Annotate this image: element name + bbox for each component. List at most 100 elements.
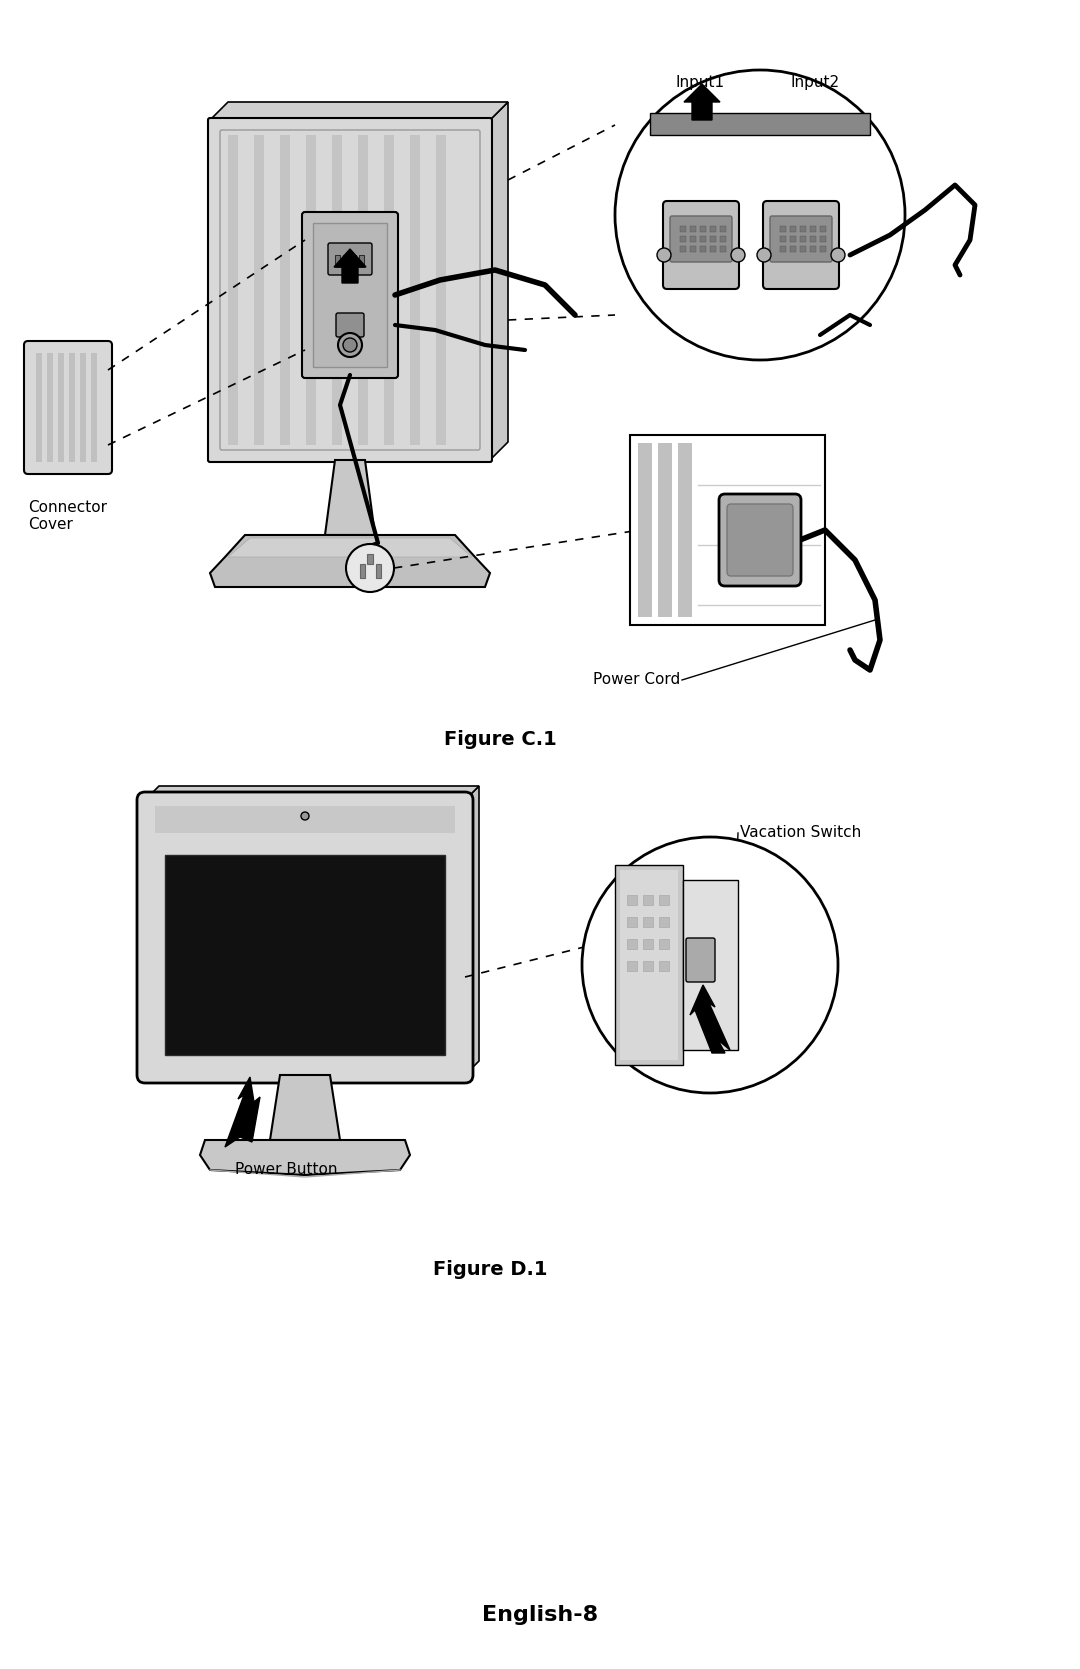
FancyBboxPatch shape xyxy=(208,118,492,462)
Bar xyxy=(306,135,316,446)
Bar xyxy=(643,895,653,905)
Bar xyxy=(630,436,825,624)
Bar xyxy=(80,354,86,462)
Bar xyxy=(680,245,686,252)
Text: Figure D.1: Figure D.1 xyxy=(433,1260,548,1278)
Bar xyxy=(789,235,796,242)
Text: Power Cord: Power Cord xyxy=(593,673,680,688)
Bar xyxy=(720,245,726,252)
Bar xyxy=(700,245,706,252)
FancyBboxPatch shape xyxy=(24,340,112,474)
Bar xyxy=(710,245,716,252)
Text: English-8: English-8 xyxy=(482,1606,598,1626)
Bar xyxy=(620,870,678,1060)
Bar xyxy=(820,245,826,252)
Polygon shape xyxy=(325,461,375,536)
Polygon shape xyxy=(270,1075,340,1140)
Circle shape xyxy=(582,836,838,1093)
Bar xyxy=(91,354,97,462)
Bar xyxy=(820,235,826,242)
Bar xyxy=(332,135,342,446)
Bar xyxy=(359,255,364,267)
Bar xyxy=(627,895,637,905)
Polygon shape xyxy=(690,985,730,1053)
Polygon shape xyxy=(225,1077,260,1147)
Bar xyxy=(680,225,686,232)
Bar xyxy=(700,235,706,242)
Bar xyxy=(780,235,786,242)
FancyBboxPatch shape xyxy=(686,938,715,981)
Polygon shape xyxy=(210,536,490,587)
FancyBboxPatch shape xyxy=(770,215,832,262)
Text: Vacation Switch: Vacation Switch xyxy=(740,824,861,840)
FancyBboxPatch shape xyxy=(137,793,473,1083)
Polygon shape xyxy=(465,786,480,1075)
Bar xyxy=(627,940,637,950)
Text: Connector
Cover: Connector Cover xyxy=(28,501,107,532)
Bar xyxy=(357,135,368,446)
Circle shape xyxy=(301,813,309,819)
Circle shape xyxy=(657,249,671,262)
Bar xyxy=(683,880,738,1050)
FancyBboxPatch shape xyxy=(727,504,793,576)
Bar xyxy=(410,135,420,446)
Bar xyxy=(789,225,796,232)
Bar xyxy=(690,245,696,252)
Bar xyxy=(650,113,870,135)
Text: Input2: Input2 xyxy=(791,75,839,90)
Polygon shape xyxy=(334,249,366,284)
FancyBboxPatch shape xyxy=(328,244,372,275)
Polygon shape xyxy=(684,83,720,120)
Bar xyxy=(820,225,826,232)
Polygon shape xyxy=(145,786,480,799)
Circle shape xyxy=(338,334,362,357)
Bar xyxy=(800,235,806,242)
Bar xyxy=(280,135,291,446)
Bar xyxy=(680,235,686,242)
Bar xyxy=(810,245,816,252)
Bar xyxy=(351,255,356,267)
Bar xyxy=(367,554,373,564)
Bar xyxy=(789,245,796,252)
Bar xyxy=(659,916,669,926)
Bar xyxy=(810,235,816,242)
Bar xyxy=(800,225,806,232)
Bar xyxy=(800,245,806,252)
Polygon shape xyxy=(228,537,472,557)
Bar xyxy=(690,235,696,242)
Polygon shape xyxy=(490,102,508,461)
Circle shape xyxy=(831,249,845,262)
Bar xyxy=(48,354,53,462)
Bar xyxy=(638,442,652,618)
Bar xyxy=(659,895,669,905)
Bar xyxy=(165,855,445,1055)
Bar xyxy=(376,564,380,577)
Bar xyxy=(156,806,455,833)
Bar xyxy=(780,225,786,232)
FancyBboxPatch shape xyxy=(663,200,739,289)
Bar xyxy=(615,865,683,1065)
Bar xyxy=(720,225,726,232)
Bar xyxy=(58,354,64,462)
Bar xyxy=(360,564,365,577)
Bar xyxy=(643,940,653,950)
Circle shape xyxy=(731,249,745,262)
FancyBboxPatch shape xyxy=(670,215,732,262)
FancyBboxPatch shape xyxy=(719,494,801,586)
FancyBboxPatch shape xyxy=(762,200,839,289)
Bar xyxy=(69,354,75,462)
Bar xyxy=(780,245,786,252)
Bar xyxy=(228,135,238,446)
Bar xyxy=(810,225,816,232)
Text: Figure C.1: Figure C.1 xyxy=(444,729,556,749)
Circle shape xyxy=(343,339,357,352)
Bar xyxy=(335,255,340,267)
Circle shape xyxy=(757,249,771,262)
Polygon shape xyxy=(200,1140,410,1175)
Circle shape xyxy=(615,70,905,361)
Bar xyxy=(678,442,692,618)
Text: Input1: Input1 xyxy=(675,75,725,90)
Bar xyxy=(658,442,672,618)
Text: Power Button: Power Button xyxy=(235,1162,337,1177)
Circle shape xyxy=(346,544,394,592)
